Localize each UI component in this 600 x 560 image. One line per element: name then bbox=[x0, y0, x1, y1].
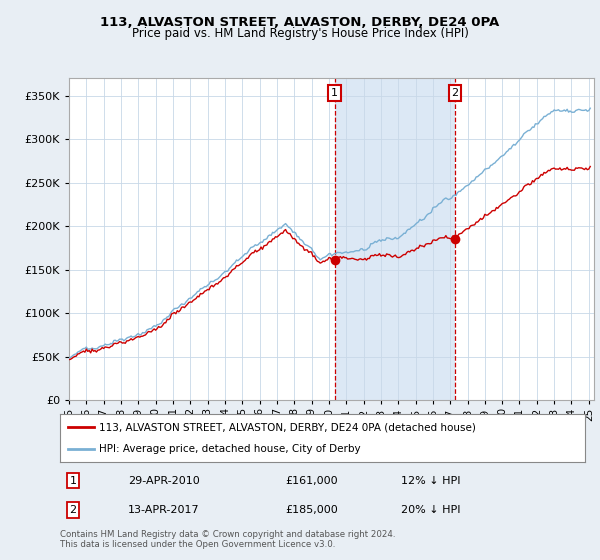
Text: £185,000: £185,000 bbox=[286, 505, 338, 515]
Text: Price paid vs. HM Land Registry's House Price Index (HPI): Price paid vs. HM Land Registry's House … bbox=[131, 27, 469, 40]
Text: 1: 1 bbox=[331, 88, 338, 98]
Text: £161,000: £161,000 bbox=[286, 475, 338, 486]
Text: 13-APR-2017: 13-APR-2017 bbox=[128, 505, 200, 515]
Text: 2: 2 bbox=[451, 88, 458, 98]
Text: 113, ALVASTON STREET, ALVASTON, DERBY, DE24 0PA (detached house): 113, ALVASTON STREET, ALVASTON, DERBY, D… bbox=[100, 422, 476, 432]
Text: 2: 2 bbox=[70, 505, 77, 515]
Text: 1: 1 bbox=[70, 475, 77, 486]
Text: 20% ↓ HPI: 20% ↓ HPI bbox=[401, 505, 461, 515]
Bar bbox=[335, 78, 455, 400]
Text: 12% ↓ HPI: 12% ↓ HPI bbox=[401, 475, 461, 486]
Text: Contains HM Land Registry data © Crown copyright and database right 2024.
This d: Contains HM Land Registry data © Crown c… bbox=[60, 530, 395, 549]
Text: 29-APR-2010: 29-APR-2010 bbox=[128, 475, 200, 486]
Text: HPI: Average price, detached house, City of Derby: HPI: Average price, detached house, City… bbox=[100, 444, 361, 454]
Text: 113, ALVASTON STREET, ALVASTON, DERBY, DE24 0PA: 113, ALVASTON STREET, ALVASTON, DERBY, D… bbox=[100, 16, 500, 29]
